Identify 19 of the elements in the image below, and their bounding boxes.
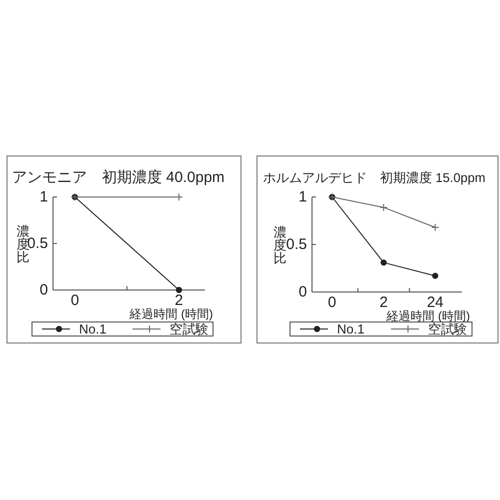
legend-label: No.1 bbox=[79, 322, 106, 336]
y-axis-title: 濃度比 bbox=[16, 224, 30, 264]
x-axis-title: 経過時間 (時間) bbox=[128, 307, 213, 321]
y-tick-label: 1 bbox=[40, 188, 48, 206]
y-tick-label: 0.5 bbox=[27, 235, 48, 252]
legend-label: 空試験 bbox=[170, 322, 208, 336]
y-tick-label: 0.5 bbox=[286, 236, 307, 253]
y-tick-label: 1 bbox=[298, 188, 307, 206]
x-tick-label: 0 bbox=[70, 292, 80, 309]
y-axis-title: 濃度比 bbox=[274, 224, 286, 266]
y-tick-label: 0 bbox=[40, 282, 48, 298]
x-tick-label: 2 bbox=[379, 294, 388, 311]
legend-label: No.1 bbox=[337, 322, 364, 336]
x-tick-label: 0 bbox=[328, 294, 336, 311]
x-tick-label: 2 bbox=[174, 292, 184, 309]
legend-label: 空試験 bbox=[428, 322, 467, 336]
chart-title: アンモニア 初期濃度 40.0ppm bbox=[12, 169, 225, 186]
x-tick-label: 24 bbox=[426, 294, 444, 311]
chart-title: ホルムアルデヒド 初期濃度 15.0ppm bbox=[263, 170, 486, 185]
